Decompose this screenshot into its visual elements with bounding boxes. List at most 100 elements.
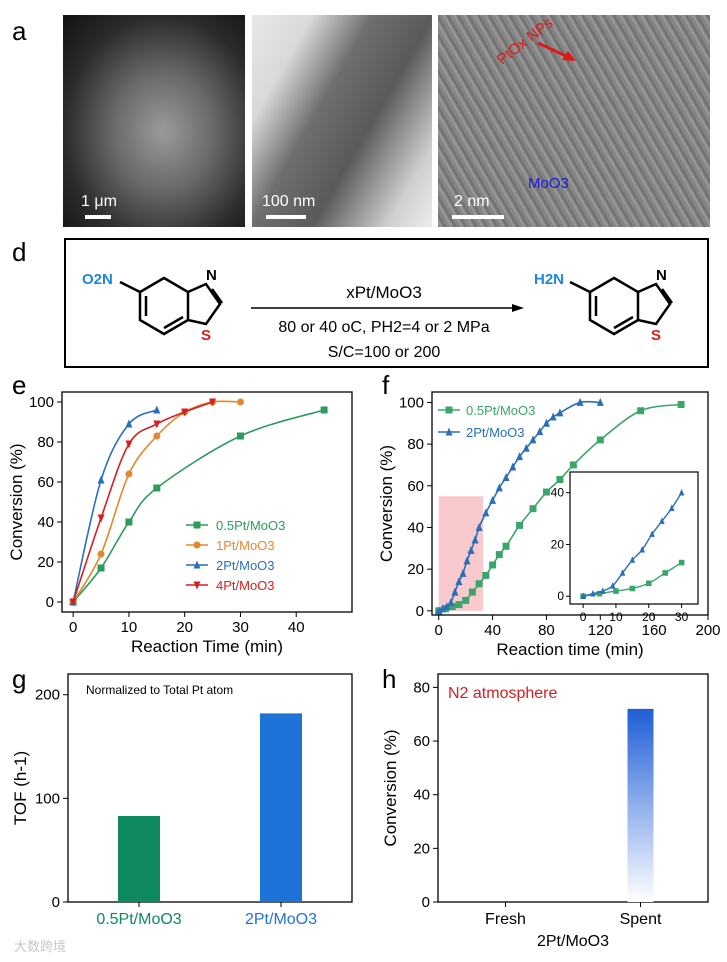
reactant-s-atom: S [201, 327, 211, 344]
data-point [462, 596, 470, 604]
legend-marker [193, 521, 201, 529]
plot-frame [437, 673, 709, 903]
data-point [556, 408, 564, 417]
scale-label-a: 1 μm [81, 193, 117, 210]
data-point [471, 535, 479, 544]
data-point [637, 407, 645, 415]
data-point [468, 588, 476, 596]
x-axis-label: 2Pt/MoO3 [537, 933, 609, 950]
y-tick-label: 100 [35, 790, 60, 807]
y-tick-label: 40 [413, 787, 430, 804]
data-point [97, 475, 105, 484]
reactant-nitro-group: O2N [82, 271, 113, 288]
x-axis-label: Reaction Time (min) [131, 637, 283, 656]
data-point [448, 603, 456, 611]
data-point [576, 397, 584, 406]
data-point [556, 476, 564, 484]
product-s-atom: S [651, 327, 661, 344]
chart-annotation: Normalized to Total Pt atom [86, 683, 233, 697]
y-tick-label: 80 [407, 436, 424, 453]
inset-data-point [645, 580, 652, 587]
scale-bar-c [452, 215, 504, 219]
data-point [489, 495, 497, 504]
legend-label: 1Pt/MoO3 [216, 538, 275, 553]
hrtem-image: 2 nm PtOx NPs MoO3 [438, 15, 710, 227]
data-point [509, 462, 517, 471]
y-tick-label: 40 [407, 519, 424, 536]
legend-label: 0.5Pt/MoO3 [216, 518, 285, 533]
y-tick-label: 60 [37, 474, 54, 491]
y-tick-label: 100 [29, 394, 54, 411]
data-point [443, 602, 451, 611]
data-point [97, 514, 105, 523]
inset-data-point [649, 530, 655, 537]
product-amino-group: H2N [534, 271, 564, 288]
panel-label-g: g [12, 664, 27, 694]
data-point [125, 518, 133, 526]
series-line [72, 409, 325, 603]
data-point [69, 598, 77, 607]
y-tick-label: 40 [37, 514, 54, 531]
inset-x-tick-label: 0 [580, 610, 587, 624]
inset-data-point [600, 587, 606, 594]
reaction-arrow [251, 304, 524, 312]
y-axis-label: Conversion (%) [7, 443, 26, 560]
data-point [463, 556, 471, 565]
reactant-structure [119, 276, 224, 336]
x-tick-label: 0 [435, 622, 443, 639]
y-tick-label: 0 [52, 894, 60, 911]
inset-data-point [629, 585, 636, 592]
inset-data-point [596, 590, 603, 597]
data-point [596, 436, 604, 444]
chart-g: 0 100 200 0.5Pt/MoO3 2Pt/MoO3 TOF (h-1) Normal… [11, 673, 353, 928]
chart-annotation: N2 atmosphere [448, 685, 557, 702]
legend-label: 2Pt/MoO3 [216, 558, 275, 573]
data-point [536, 427, 544, 436]
data-point [542, 488, 550, 496]
data-point [97, 550, 105, 558]
data-point [502, 472, 510, 481]
x-tick-label: 200 [695, 622, 720, 639]
data-point [467, 545, 475, 554]
scale-bar-b [266, 215, 306, 219]
series-line [72, 409, 158, 603]
product-structure [569, 276, 674, 336]
tem-image: 100 nm [252, 15, 432, 227]
x-tick-label: 30 [232, 619, 249, 636]
x-tick-label: 40 [484, 622, 501, 639]
sem-image: 1 μm [63, 15, 245, 227]
legend-label: 2Pt/MoO3 [466, 425, 525, 440]
inset-x-tick-label: 30 [675, 610, 689, 624]
y-tick-label: 60 [407, 478, 424, 495]
data-point [475, 580, 483, 588]
data-point [677, 401, 685, 409]
y-tick-label: 80 [37, 434, 54, 451]
np-arrow [537, 41, 576, 61]
inset-y-tick-label: 0 [557, 589, 564, 603]
data-point [455, 601, 463, 609]
y-axis-label: Conversion (%) [381, 729, 400, 846]
watermark: 大数跨境 [14, 939, 67, 954]
y-tick-label: 20 [407, 561, 424, 578]
bar [118, 815, 160, 902]
data-point [125, 470, 133, 478]
scale-label-b: 100 nm [262, 193, 316, 210]
y-tick-label: 60 [413, 733, 430, 750]
data-point [153, 484, 161, 492]
data-point [236, 432, 244, 440]
y-tick-label: 20 [37, 554, 54, 571]
data-point [516, 521, 524, 529]
data-point [502, 542, 510, 550]
scale-bar-a [85, 215, 111, 219]
inset-y-tick-label: 40 [551, 486, 565, 500]
legend-marker [445, 427, 453, 436]
inset-data-point [668, 504, 675, 512]
inset-data-point [659, 517, 665, 524]
chart-e: 0 10 20 30 40 0 20 40 60 80 100 Reaction Time (min)… [7, 391, 353, 656]
inset-data-point [590, 589, 596, 597]
inset-data-point [609, 582, 616, 589]
y-tick-label: 100 [399, 394, 424, 411]
plot-frame [67, 673, 353, 903]
data-point [181, 408, 189, 417]
